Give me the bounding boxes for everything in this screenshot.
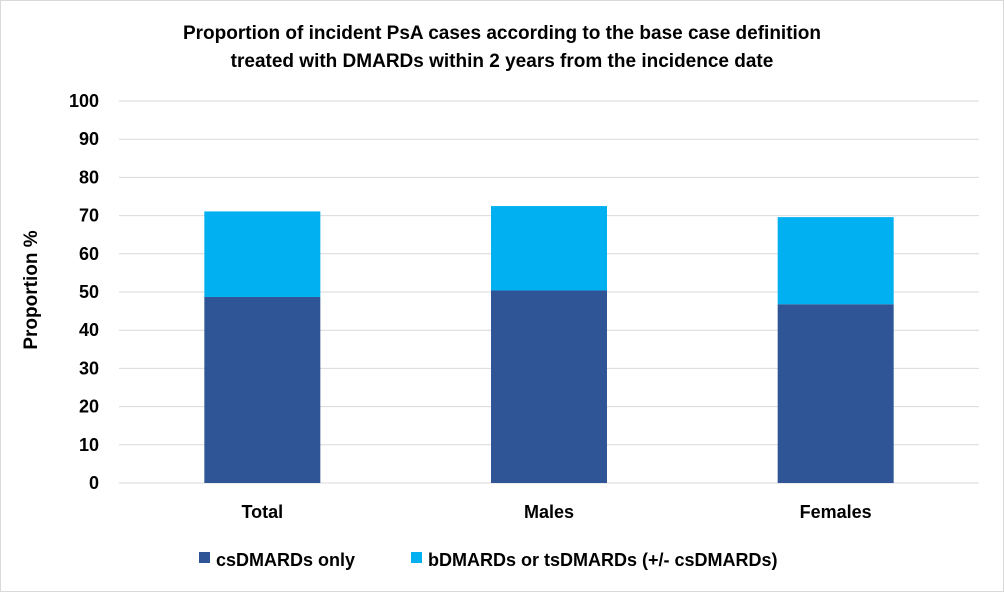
- y-tick-label: 30: [79, 358, 99, 378]
- chart-title: Proportion of incident PsA cases accordi…: [183, 23, 821, 72]
- x-category-label: Females: [800, 502, 872, 522]
- y-tick-label: 20: [79, 397, 99, 417]
- bar-females-series-2: [777, 217, 894, 305]
- legend: csDMARDs only bDMARDs or tsDMARDs (+/- cs…: [199, 550, 778, 570]
- y-tick-label: 50: [79, 282, 99, 302]
- y-axis-title: Proportion %: [21, 230, 42, 349]
- chart-title-line-2: treated with DMARDs within 2 years from …: [231, 51, 774, 72]
- legend-swatch-1: [199, 552, 210, 563]
- bar-total-series-1: [204, 296, 321, 483]
- chart-title-line-1: Proportion of incident PsA cases accordi…: [183, 23, 821, 44]
- y-tick-label: 80: [79, 167, 99, 187]
- legend-label-1: csDMARDs only: [216, 550, 355, 570]
- y-tick-label: 10: [79, 435, 99, 455]
- bar-females-series-1: [777, 304, 894, 483]
- y-axis-tick-labels: 0 10 20 30 40 50 60 70 80 90 100: [69, 91, 99, 493]
- x-category-label: Males: [524, 502, 574, 522]
- bars: [204, 206, 894, 483]
- bar-males-series-1: [491, 290, 607, 483]
- y-tick-label: 90: [79, 129, 99, 149]
- legend-label-2: bDMARDs or tsDMARDs (+/- csDMARDs): [428, 550, 778, 570]
- y-tick-label: 100: [69, 91, 99, 111]
- y-tick-label: 0: [89, 473, 99, 493]
- y-tick-label: 60: [79, 244, 99, 264]
- bar-total-series-2: [204, 211, 321, 297]
- bar-males-series-2: [491, 206, 607, 291]
- y-tick-label: 70: [79, 206, 99, 226]
- legend-swatch-2: [411, 552, 422, 563]
- x-axis-category-labels: Total Males Females: [241, 502, 871, 522]
- y-tick-label: 40: [79, 320, 99, 340]
- x-category-label: Total: [241, 502, 283, 522]
